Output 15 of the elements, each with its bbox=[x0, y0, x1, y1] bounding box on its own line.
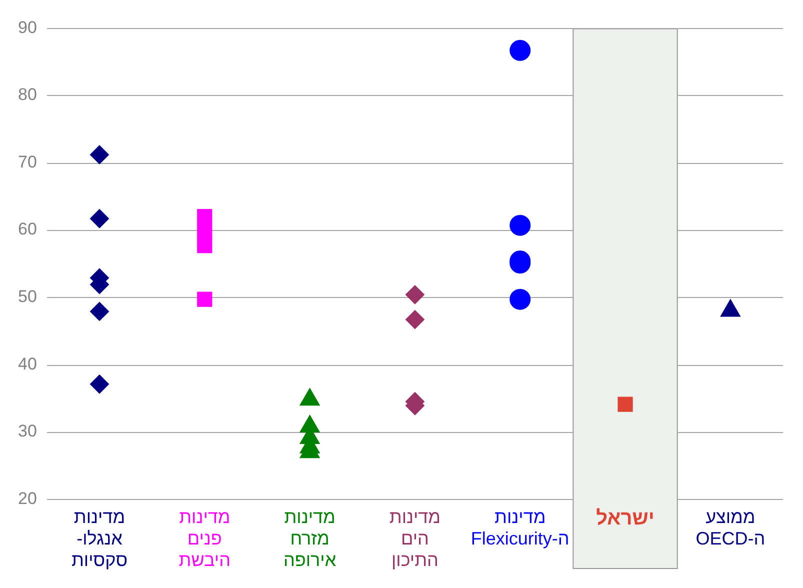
x-tick-label: מדינות אנגלו-סקסיות bbox=[71, 506, 128, 570]
y-tick-label: 70 bbox=[18, 152, 37, 172]
y-tick-label: 60 bbox=[18, 220, 37, 239]
y-tick-label: 30 bbox=[18, 422, 37, 441]
x-tick-label: ישראל bbox=[596, 508, 654, 530]
x-tick-label: מדינות הים התיכון bbox=[389, 506, 441, 570]
y-tick-label: 50 bbox=[18, 287, 37, 306]
x-tick-label: ממוצע ה-OECD bbox=[696, 506, 766, 549]
x-tick-label: מדינות ה-Flexicurity bbox=[470, 506, 570, 549]
x-tick-label: מדינות פנים היבשת bbox=[178, 506, 230, 570]
y-tick-label: 90 bbox=[18, 18, 37, 37]
y-tick-label: 80 bbox=[18, 85, 37, 104]
y-tick-label: 40 bbox=[18, 354, 37, 374]
y-tick-label: 20 bbox=[18, 488, 37, 508]
x-tick-label: מדינות מזרח אירופה bbox=[283, 506, 337, 570]
